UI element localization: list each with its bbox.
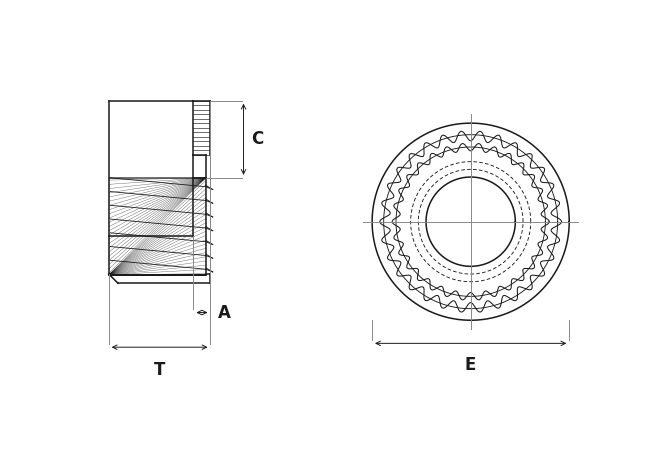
Text: E: E	[465, 356, 476, 374]
Text: C: C	[251, 130, 263, 148]
Text: A: A	[218, 303, 231, 322]
Text: T: T	[154, 361, 165, 379]
